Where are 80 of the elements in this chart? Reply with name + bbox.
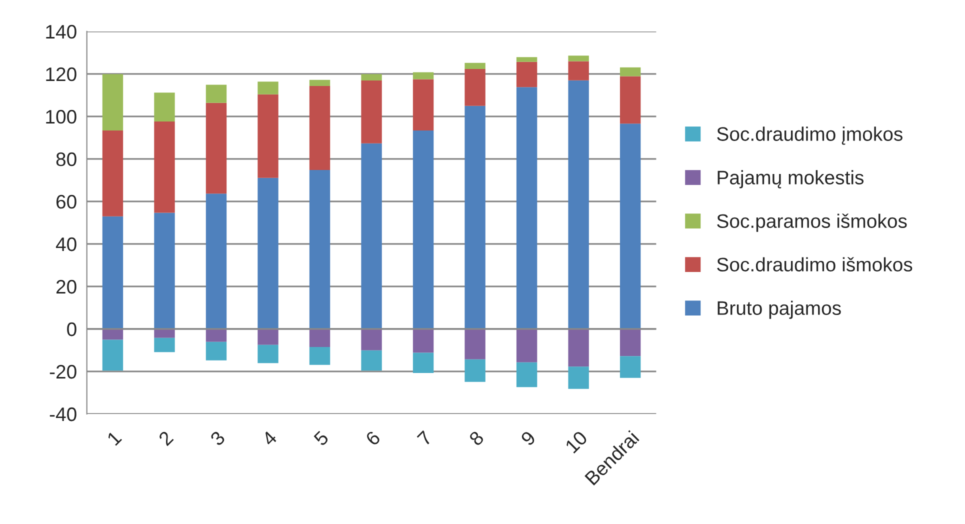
bar xyxy=(206,194,227,329)
bar xyxy=(568,328,589,367)
bar xyxy=(258,178,278,329)
bar xyxy=(464,62,486,70)
y-tick-label: 120 xyxy=(46,67,76,82)
x-tick-label: 5 xyxy=(313,430,330,446)
bar xyxy=(206,84,227,103)
y-tick-label: 40 xyxy=(56,237,76,252)
bar xyxy=(361,328,382,350)
bar xyxy=(568,61,589,80)
bar xyxy=(620,124,641,329)
legend-label: Pajamų mokestis xyxy=(718,170,864,188)
bar xyxy=(516,57,538,62)
y-tick-label: 80 xyxy=(56,152,76,166)
bar xyxy=(309,80,330,86)
bar xyxy=(464,69,486,106)
bar xyxy=(620,328,641,356)
bar xyxy=(464,328,486,360)
bar xyxy=(620,67,641,76)
bar xyxy=(464,359,486,382)
bar xyxy=(412,328,434,353)
y-tick-label: 20 xyxy=(56,280,76,294)
bar xyxy=(102,340,124,371)
bar xyxy=(412,72,434,80)
x-tick-label: 6 xyxy=(364,430,382,446)
bar xyxy=(568,56,589,62)
bar xyxy=(102,216,124,329)
bar xyxy=(206,328,227,342)
y-tick-label: -20 xyxy=(50,364,76,379)
y-tick-label: 60 xyxy=(56,194,76,209)
bar xyxy=(309,170,330,329)
bar xyxy=(464,106,486,329)
x-tick-label: 3 xyxy=(209,430,226,446)
bar xyxy=(412,130,434,329)
bar xyxy=(206,102,227,194)
bar xyxy=(102,328,124,340)
bar xyxy=(620,356,641,378)
x-tick-label: 10 xyxy=(564,430,588,454)
bar xyxy=(102,74,124,130)
bar xyxy=(309,347,330,365)
bar xyxy=(620,76,641,124)
bar xyxy=(361,74,382,81)
bar xyxy=(154,92,175,122)
legend-label: Bruto pajamos xyxy=(718,300,841,319)
legend-label: Soc.paramos išmokos xyxy=(717,214,907,232)
bar xyxy=(154,328,175,338)
bar xyxy=(102,130,124,216)
legend-label: Soc.draudimo įmokos xyxy=(717,126,902,145)
bar xyxy=(154,338,175,352)
bar xyxy=(568,80,589,329)
y-tick-label: 100 xyxy=(46,110,76,124)
y-tick-label: 140 xyxy=(46,24,76,39)
bar xyxy=(258,82,278,94)
bar xyxy=(516,328,538,362)
bar xyxy=(568,366,589,389)
bar xyxy=(258,328,278,345)
bar xyxy=(154,122,175,213)
y-tick-label: 0 xyxy=(67,322,76,336)
bar xyxy=(361,80,382,144)
x-tick-label: 4 xyxy=(261,430,278,447)
x-tick-label: 7 xyxy=(416,430,433,446)
x-tick-label: 1 xyxy=(106,430,122,446)
bar xyxy=(412,79,434,130)
bar xyxy=(309,328,330,348)
bar xyxy=(309,86,330,170)
y-tick-label: -40 xyxy=(50,407,76,422)
bar xyxy=(361,350,382,371)
bar xyxy=(258,344,278,364)
legend-label: Soc.draudimo išmokos xyxy=(717,257,912,272)
x-tick-label: 8 xyxy=(468,430,485,446)
bar xyxy=(516,62,538,88)
bar xyxy=(516,362,538,388)
bar xyxy=(412,352,434,373)
bar xyxy=(154,212,175,329)
bar xyxy=(258,94,278,178)
bar xyxy=(516,87,538,329)
bar xyxy=(206,342,227,360)
x-tick-label: 2 xyxy=(158,430,174,446)
x-tick-label: 9 xyxy=(520,430,536,446)
bar xyxy=(361,143,382,329)
